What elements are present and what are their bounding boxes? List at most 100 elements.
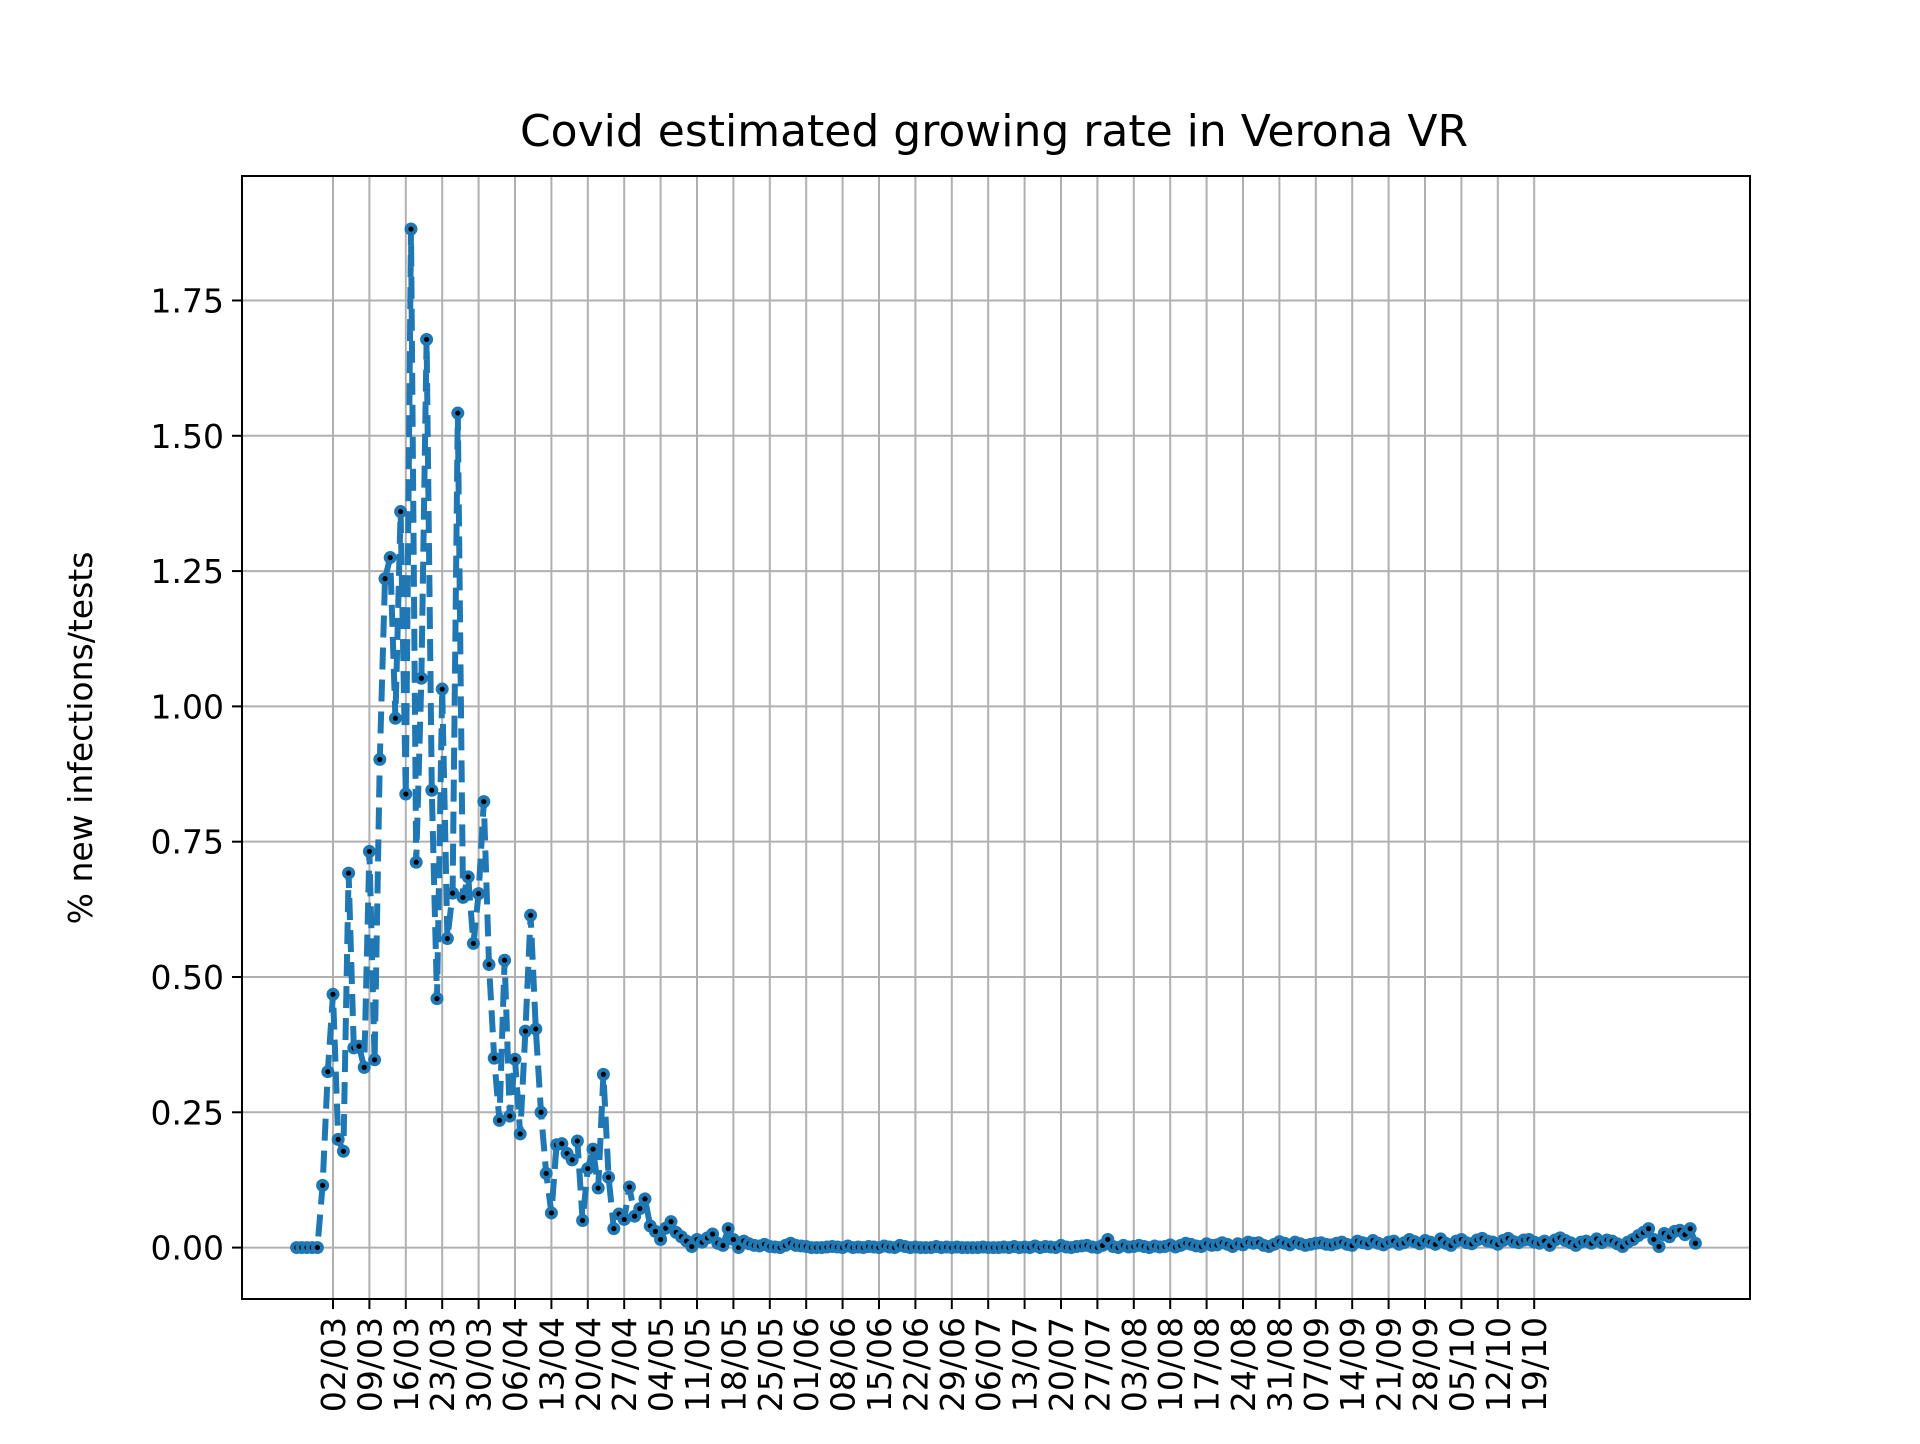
data-point xyxy=(581,1162,595,1176)
data-point-center xyxy=(730,1236,737,1243)
data-point xyxy=(451,406,465,420)
y-tick-label: 1.00 xyxy=(151,687,224,726)
data-point xyxy=(404,222,418,236)
data-point-center xyxy=(1105,1236,1111,1243)
data-point-center xyxy=(611,1226,617,1232)
data-point-center xyxy=(585,1165,591,1172)
data-point-center xyxy=(418,675,424,681)
data-point xyxy=(466,936,480,950)
data-point-center xyxy=(398,508,404,515)
data-point-center xyxy=(340,1148,346,1154)
data-point xyxy=(498,953,512,967)
data-point-center xyxy=(658,1236,664,1243)
data-point xyxy=(399,787,413,801)
data-point-center xyxy=(720,1242,726,1249)
data-point xyxy=(622,1180,636,1194)
data-point-center xyxy=(330,991,336,997)
data-point-center xyxy=(538,1109,544,1115)
data-point xyxy=(472,887,486,901)
data-point xyxy=(440,932,454,946)
data-point-center xyxy=(439,686,445,692)
data-point xyxy=(596,1067,610,1081)
data-point-center xyxy=(502,957,508,963)
x-tick-label: 27/04 xyxy=(605,1317,644,1412)
data-point-center xyxy=(403,791,409,797)
data-point xyxy=(617,1212,631,1226)
data-point-center xyxy=(590,1146,596,1152)
data-point-center xyxy=(392,715,398,721)
x-tick-label: 27/07 xyxy=(1078,1317,1117,1412)
data-point xyxy=(565,1153,579,1167)
data-point xyxy=(539,1166,553,1180)
data-point xyxy=(336,1144,350,1158)
y-axis-label: % new infections/tests xyxy=(61,552,100,925)
series-line xyxy=(296,226,1699,1251)
data-point-center xyxy=(533,1026,539,1032)
data-point xyxy=(331,1132,345,1146)
x-tick-label: 24/08 xyxy=(1224,1317,1263,1412)
data-point xyxy=(383,551,397,565)
data-point xyxy=(576,1214,590,1228)
data-point-center xyxy=(652,1228,659,1234)
data-point xyxy=(368,1053,382,1067)
x-tick-label: 13/07 xyxy=(1006,1317,1045,1412)
data-point-center xyxy=(481,799,487,805)
data-point-center xyxy=(325,1069,331,1075)
data-point-center xyxy=(522,1028,529,1034)
data-point-center xyxy=(1651,1236,1657,1243)
data-point xyxy=(586,1142,600,1156)
data-point-center xyxy=(710,1231,716,1237)
data-point-center xyxy=(382,576,388,582)
data-point xyxy=(503,1109,517,1123)
data-point xyxy=(456,890,470,904)
data-point xyxy=(555,1137,569,1151)
data-point xyxy=(638,1192,652,1206)
data-point-center xyxy=(574,1138,581,1144)
grid xyxy=(242,176,1750,1299)
x-tick-label: 21/09 xyxy=(1370,1317,1409,1412)
ticks: 0.00 0.25 0.50 0.75 1.00 1.25 1.50 1.75 02/0309/… xyxy=(151,281,1555,1412)
data-point xyxy=(477,795,491,809)
x-tick-label: 03/08 xyxy=(1115,1317,1154,1412)
data-point xyxy=(342,866,356,880)
data-point xyxy=(326,987,340,1001)
x-tick-label: 06/04 xyxy=(496,1317,535,1412)
data-point-center xyxy=(548,1210,555,1216)
data-point-center xyxy=(496,1117,502,1124)
data-point-center xyxy=(621,1216,627,1223)
data-point xyxy=(607,1222,621,1236)
y-tick-label: 1.75 xyxy=(151,281,224,320)
data-point xyxy=(362,844,376,858)
data-point xyxy=(654,1232,668,1246)
data-point-center xyxy=(387,554,393,561)
data-point xyxy=(544,1206,558,1220)
data-point-center xyxy=(512,1056,518,1062)
x-tick-label: 18/05 xyxy=(714,1317,753,1412)
data-point-center xyxy=(372,1057,378,1063)
data-point-center xyxy=(356,1043,362,1049)
x-tick-label: 09/03 xyxy=(350,1317,389,1412)
x-tick-label: 23/03 xyxy=(423,1317,462,1412)
data-point xyxy=(357,1060,371,1074)
data-point-center xyxy=(569,1157,575,1163)
data-point-center xyxy=(517,1131,523,1137)
x-tick-label: 25/05 xyxy=(751,1317,790,1412)
data-point xyxy=(310,1241,324,1255)
x-tick-label: 01/06 xyxy=(787,1317,826,1412)
data-point-center xyxy=(314,1244,320,1251)
data-point-center xyxy=(455,410,461,416)
x-tick-label: 13/04 xyxy=(532,1317,571,1412)
data-point-center xyxy=(642,1196,648,1202)
data-point-center xyxy=(600,1071,607,1077)
data-point xyxy=(1642,1222,1656,1236)
data-point-center xyxy=(626,1184,633,1190)
data-point xyxy=(591,1181,605,1195)
x-tick-label: 10/08 xyxy=(1151,1317,1190,1412)
plot-frame xyxy=(241,175,1751,1300)
data-point xyxy=(425,783,439,797)
data-point-center xyxy=(606,1174,612,1180)
x-tick-label: 08/06 xyxy=(824,1317,863,1412)
x-tick-label: 02/03 xyxy=(314,1317,353,1412)
